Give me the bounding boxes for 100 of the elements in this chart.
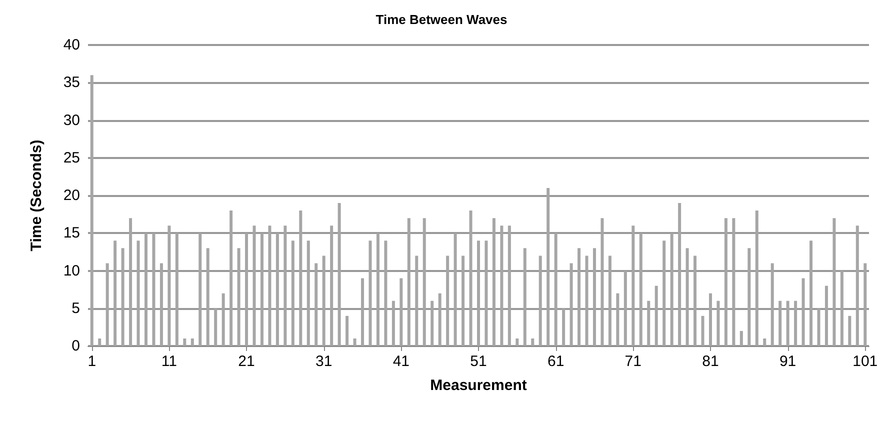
bar — [508, 226, 511, 346]
bar — [500, 226, 504, 346]
bar — [562, 308, 566, 346]
x-tick-label: 1 — [88, 353, 96, 370]
bar — [260, 233, 264, 346]
y-tick-label: 35 — [63, 74, 80, 92]
x-tick-label: 71 — [624, 353, 642, 370]
bar — [368, 240, 372, 346]
y-tick-label: 15 — [63, 224, 80, 242]
bar — [291, 240, 294, 346]
y-tick-label: 0 — [72, 338, 80, 354]
bar — [284, 226, 287, 346]
bar — [639, 233, 642, 346]
bar — [840, 270, 844, 346]
bar — [114, 240, 117, 346]
bar — [206, 248, 210, 346]
bar — [276, 233, 279, 346]
bar — [198, 233, 202, 346]
bar — [592, 248, 596, 346]
bar — [678, 203, 682, 346]
x-axis-title: Measurement — [430, 377, 527, 394]
bar — [662, 240, 666, 346]
bar — [422, 218, 426, 346]
bar — [802, 278, 805, 346]
bar — [322, 256, 326, 346]
x-tick-label: 101 — [852, 353, 878, 370]
y-tick-label: 20 — [63, 187, 80, 204]
bar — [578, 248, 581, 346]
y-tick-label: 10 — [63, 262, 80, 280]
bar — [848, 316, 852, 346]
bar — [230, 210, 233, 346]
bar — [222, 293, 225, 346]
x-tick-label: 41 — [392, 353, 410, 370]
bar — [106, 263, 109, 346]
bar — [129, 218, 132, 346]
bar — [708, 293, 712, 346]
bar — [462, 256, 465, 346]
y-tick-label: 25 — [63, 149, 80, 166]
bar — [214, 308, 218, 346]
x-tick-label: 51 — [470, 353, 487, 370]
bar — [670, 233, 674, 346]
bar — [538, 256, 542, 346]
bar — [168, 226, 171, 346]
bar — [732, 218, 736, 346]
bar — [600, 218, 604, 346]
bar — [407, 218, 410, 346]
bar — [864, 263, 867, 346]
bar — [832, 218, 836, 346]
bar — [531, 338, 534, 346]
x-tick-label: 11 — [161, 353, 177, 370]
bar — [554, 233, 558, 346]
bar — [98, 338, 102, 346]
bar — [686, 248, 689, 346]
bar — [314, 263, 318, 346]
bar — [306, 240, 310, 346]
bar — [376, 233, 380, 346]
bar — [384, 240, 388, 346]
bar — [856, 226, 859, 346]
bar — [570, 263, 573, 346]
bar — [400, 278, 403, 346]
y-tick-label: 5 — [72, 300, 80, 317]
bar — [748, 248, 751, 346]
bar — [763, 338, 766, 346]
bar — [786, 300, 790, 346]
bar — [183, 338, 186, 346]
bar — [245, 233, 248, 346]
bar — [810, 240, 813, 346]
x-tick-label: 91 — [779, 353, 796, 370]
bar — [740, 330, 743, 346]
bar — [152, 233, 156, 346]
x-tick-label: 81 — [702, 353, 719, 370]
bar — [817, 308, 820, 346]
bar — [654, 286, 658, 346]
bar — [268, 226, 272, 346]
chart-title: Time Between Waves — [376, 12, 508, 27]
bar — [469, 210, 472, 346]
bar — [299, 210, 302, 346]
x-tick-label: 31 — [316, 353, 332, 370]
bar — [175, 233, 178, 346]
bar — [430, 300, 434, 346]
bar — [824, 286, 828, 346]
bar — [616, 293, 620, 346]
bar — [415, 256, 418, 346]
x-tick-label: 21 — [238, 353, 255, 370]
y-axis-title: Time (Seconds) — [28, 140, 45, 252]
bar — [361, 278, 364, 346]
bar — [647, 300, 650, 346]
bar — [90, 75, 94, 346]
bar — [144, 233, 148, 346]
bar — [346, 316, 349, 346]
bar — [516, 338, 519, 346]
bar — [716, 300, 720, 346]
y-tick-label: 40 — [63, 36, 80, 54]
bar — [778, 300, 782, 346]
bar — [484, 240, 488, 346]
bar — [438, 293, 442, 346]
bar — [694, 256, 697, 346]
bar — [624, 270, 627, 346]
bar — [585, 256, 588, 346]
bar — [632, 226, 635, 346]
